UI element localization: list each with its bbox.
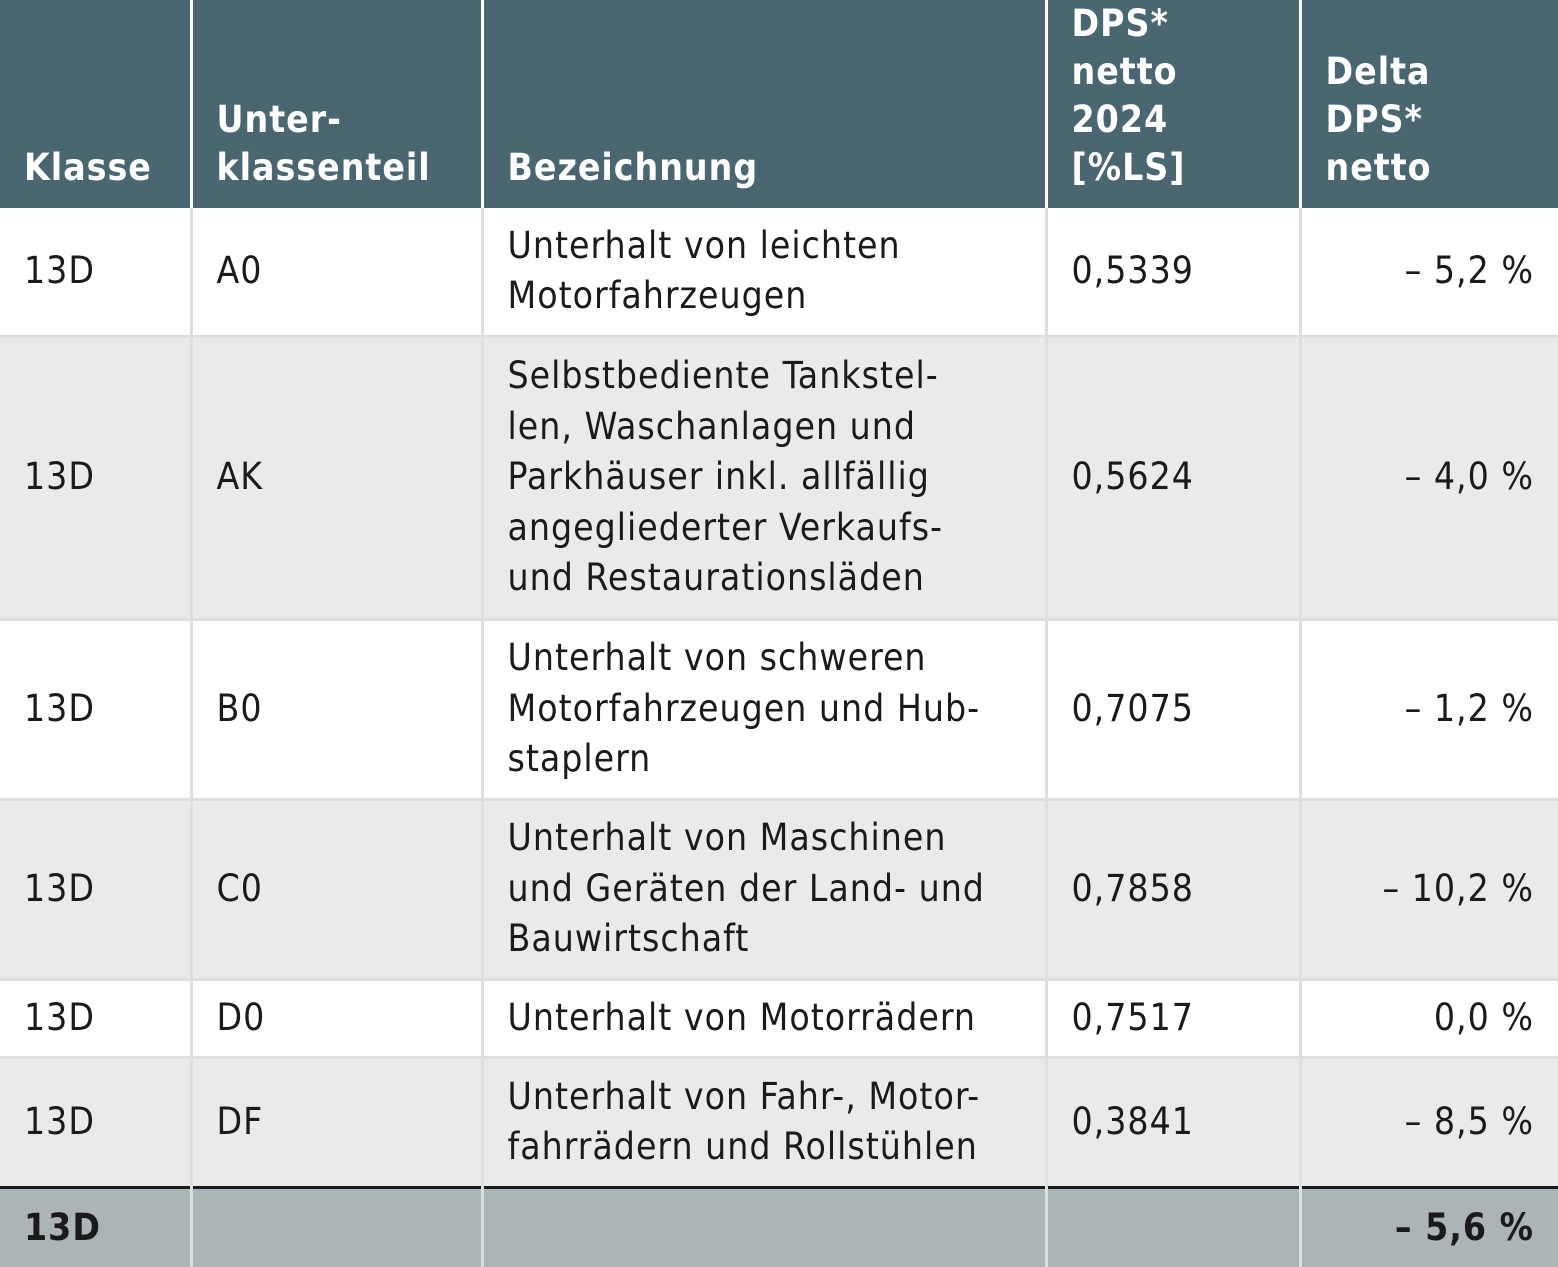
cell-bezeichnung: Unterhalt von leichten Motorfahrzeugen (480, 208, 1046, 336)
total-empty-cell (480, 1185, 1046, 1267)
cell-dps-netto: 0,7517 (1044, 977, 1300, 1057)
cell-klasse: 13D (0, 977, 191, 1057)
cell-unterklassenteil: AK (189, 334, 482, 619)
header-klasse: Klasse (0, 0, 191, 208)
cell-dps-netto: 0,5624 (1044, 334, 1300, 619)
cell-dps-netto: 0,3841 (1044, 1055, 1300, 1187)
cell-unterklassenteil: D0 (189, 977, 482, 1057)
total-empty-cell (189, 1185, 482, 1267)
cell-bezeichnung: Unterhalt von Maschinen und Geräten der L… (480, 797, 1046, 979)
header-unterklassenteil: Unter-klassenteil (189, 0, 482, 208)
cell-dps-netto: 0,7075 (1044, 617, 1300, 799)
cell-bezeichnung: Unterhalt von schweren Motorfahrzeugen un… (480, 617, 1046, 799)
header-dps-netto: DPS* netto 2024 [%LS] (1044, 0, 1300, 208)
cell-unterklassenteil: DF (189, 1055, 482, 1187)
table-row: 13D B0 Unterhalt von schweren Motorfahrze… (0, 617, 1558, 799)
cell-unterklassenteil: A0 (189, 208, 482, 336)
cell-delta: – 10,2 % (1298, 797, 1558, 979)
cell-bezeichnung: Unterhalt von Motorrädern (480, 977, 1046, 1057)
cell-unterklassenteil: C0 (189, 797, 482, 979)
header-delta-dps: Delta DPS* netto (1298, 0, 1558, 208)
cell-unterklassenteil: B0 (189, 617, 482, 799)
table-row: 13D D0 Unterhalt von Motorrädern 0,7517 … (0, 977, 1558, 1057)
cell-dps-netto: 0,7858 (1044, 797, 1300, 979)
cell-klasse: 13D (0, 797, 191, 979)
header-bezeichnung: Bezeichnung (480, 0, 1046, 208)
total-delta: – 5,6 % (1298, 1185, 1558, 1267)
cell-klasse: 13D (0, 334, 191, 619)
cell-dps-netto: 0,5339 (1044, 208, 1300, 336)
total-empty-cell (1044, 1185, 1300, 1267)
cell-klasse: 13D (0, 1055, 191, 1187)
cell-bezeichnung: Unterhalt von Fahr-, Motor-fahrrädern un… (480, 1055, 1046, 1187)
table-row: 13D A0 Unterhalt von leichten Motorfahrze… (0, 208, 1558, 336)
total-row: 13D – 5,6 % (0, 1185, 1558, 1267)
table-row: 13D DF Unterhalt von Fahr-, Motor-fahrrä… (0, 1055, 1558, 1187)
cell-bezeichnung: Selbstbediente Tankstel-len, Waschanlage… (480, 334, 1046, 619)
table-row: 13D C0 Unterhalt von Maschinen und Geräte… (0, 797, 1558, 979)
cell-delta: – 5,2 % (1298, 208, 1558, 336)
cell-delta: 0,0 % (1298, 977, 1558, 1057)
cell-klasse: 13D (0, 208, 191, 336)
total-klasse: 13D (0, 1185, 191, 1267)
table-row: 13D AK Selbstbediente Tankstel-len, Wasc… (0, 334, 1558, 619)
cell-delta: – 1,2 % (1298, 617, 1558, 799)
cell-klasse: 13D (0, 617, 191, 799)
cell-delta: – 4,0 % (1298, 334, 1558, 619)
table-header: Klasse Unter-klassenteil Bezeichnung DPS… (0, 0, 1558, 208)
cell-delta: – 8,5 % (1298, 1055, 1558, 1187)
